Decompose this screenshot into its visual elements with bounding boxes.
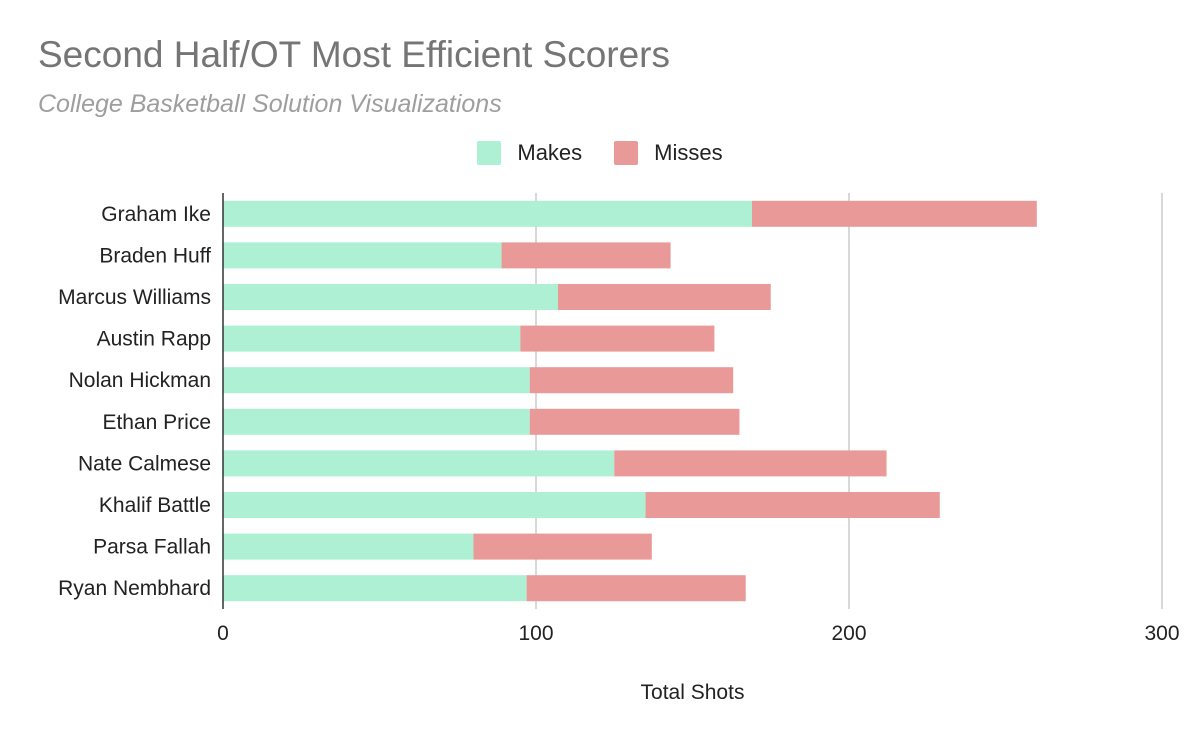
bar-misses xyxy=(520,325,715,352)
legend-item-misses[interactable]: Misses xyxy=(614,140,723,166)
legend-label-makes: Makes xyxy=(517,140,583,165)
x-tick-label: 0 xyxy=(217,622,229,645)
bar-misses xyxy=(614,450,887,477)
legend: Makes Misses xyxy=(0,140,1200,166)
x-tick-label: 100 xyxy=(518,622,553,645)
bar-misses xyxy=(526,575,746,602)
x-axis-title: Total Shots xyxy=(641,681,745,704)
chart-subtitle: College Basketball Solution Visualizatio… xyxy=(38,90,502,118)
category-label: Khalif Battle xyxy=(99,494,211,517)
bar-misses xyxy=(751,200,1037,227)
bar-makes xyxy=(223,408,530,435)
legend-item-makes[interactable]: Makes xyxy=(477,140,582,166)
bar-makes xyxy=(223,284,558,310)
bar-makes xyxy=(223,450,615,477)
category-label: Ethan Price xyxy=(102,411,211,434)
category-label: Graham Ike xyxy=(101,203,211,226)
bar-misses xyxy=(557,284,771,310)
category-label: Austin Rapp xyxy=(97,328,211,351)
bar-makes xyxy=(223,200,752,227)
category-label: Parsa Fallah xyxy=(93,536,211,559)
category-label: Marcus Williams xyxy=(58,286,211,309)
bar-makes xyxy=(223,533,474,560)
chart-title: Second Half/OT Most Efficient Scorers xyxy=(38,34,670,75)
bar-misses xyxy=(501,242,671,269)
category-label: Ryan Nembhard xyxy=(58,577,211,600)
bar-misses xyxy=(529,367,734,394)
legend-swatch-misses xyxy=(614,141,639,165)
bar-misses xyxy=(645,492,940,518)
legend-label-misses: Misses xyxy=(654,140,723,165)
bar-makes xyxy=(223,367,530,394)
legend-swatch-makes xyxy=(477,141,502,165)
bar-makes xyxy=(223,575,527,602)
bar-makes xyxy=(223,242,502,269)
x-tick-label: 200 xyxy=(831,622,866,645)
bar-makes xyxy=(223,492,646,518)
category-label: Braden Huff xyxy=(99,244,211,267)
bar-makes xyxy=(223,325,521,352)
category-label: Nolan Hickman xyxy=(69,369,211,392)
category-label: Nate Calmese xyxy=(78,452,211,475)
bar-misses xyxy=(529,408,740,435)
bar-misses xyxy=(473,533,652,560)
x-tick-label: 300 xyxy=(1144,622,1179,645)
